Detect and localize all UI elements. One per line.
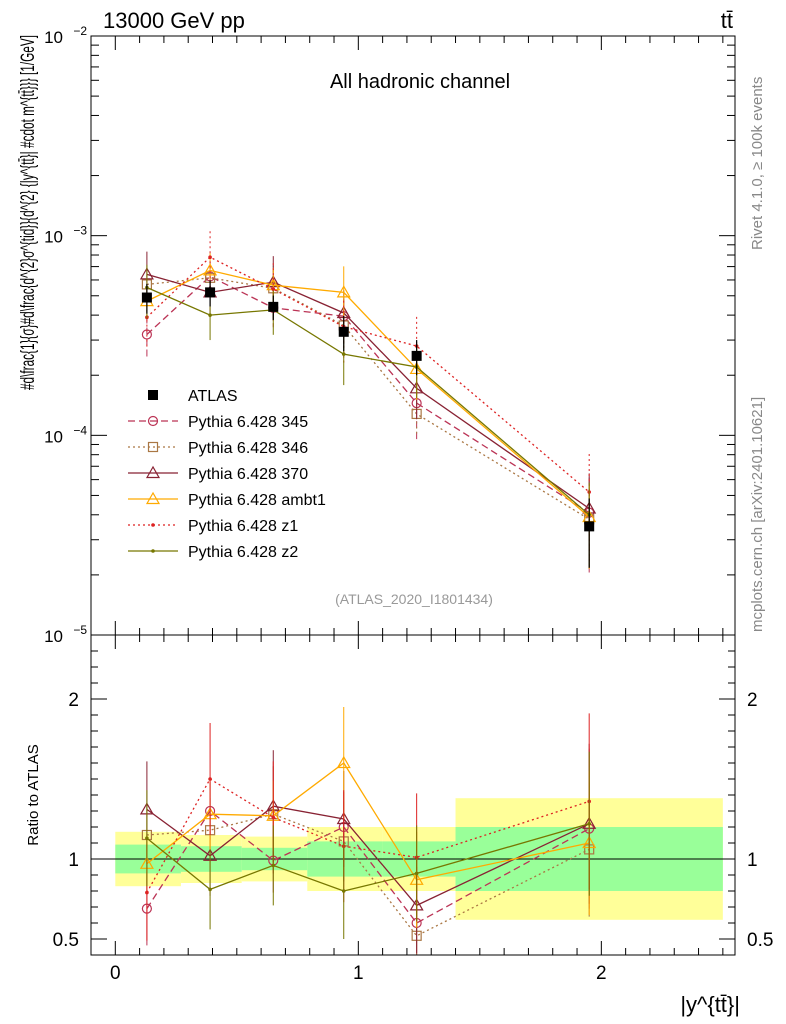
y-tick-exponent: −3 [73, 224, 87, 238]
ratio-tick-label: 2 [68, 690, 79, 711]
series-3-main-point [203, 263, 218, 276]
series-2-main-line [146, 273, 590, 510]
x-axis-label: |y^{tt̄}| [680, 992, 740, 1017]
mcplots-label: mcplots.cern.ch [arXiv:2401.10621] [749, 397, 766, 632]
y-tick-exponent: −4 [73, 423, 87, 437]
series-4-main-point [208, 255, 212, 260]
legend-label-0: Pythia 6.428 345 [188, 414, 308, 431]
atlas-data-point [338, 326, 349, 337]
series-5-main-point [208, 313, 212, 317]
atlas-data-point [205, 287, 216, 298]
series-5-ratio-point [271, 863, 276, 868]
series-0-ratio-line [146, 810, 590, 924]
y-tick-label: 10 [44, 228, 63, 247]
legend-label-2: Pythia 6.428 370 [188, 466, 308, 483]
energy-label: 13000 GeV pp [103, 8, 245, 33]
chart-title: All hadronic channel [330, 71, 510, 93]
ratio-tick-label: 0.5 [53, 930, 79, 951]
series-2-ratio-line [146, 805, 590, 907]
series-1-main-line [146, 277, 590, 520]
legend-atlas-label: ATLAS [188, 388, 238, 405]
x-tick-label: 1 [353, 963, 364, 984]
legend-label-5: Pythia 6.428 z2 [188, 544, 298, 561]
ratio-series-group [139, 707, 597, 955]
series-4-ratio-point [208, 777, 212, 781]
main-axes: 10 −5 10 −4 10 −3 10 −2 [44, 24, 735, 646]
ratio-axes: 0 1 2 0.5 0.5 1 1 2 2 [53, 634, 773, 984]
process-label: tt̄ [721, 8, 733, 33]
series-4-ratio-line [146, 778, 590, 893]
series-4-ratio-point [145, 890, 149, 895]
legend-atlas-marker [148, 390, 158, 400]
y-tick-label: 10 [44, 627, 63, 646]
ratio-tick-label-right: 1 [747, 850, 758, 871]
series-3-main-point [336, 285, 351, 298]
rivet-version-label: Rivet 4.1.0, ≥ 100k events [749, 77, 766, 250]
series-5-ratio-point [341, 889, 346, 893]
main-series-group [139, 231, 597, 573]
ratio-tick-label-right: 2 [747, 690, 758, 711]
series-3-ratio-point [336, 755, 351, 769]
legend-label-4: Pythia 6.428 z1 [188, 518, 298, 535]
series-3-ratio-line [146, 762, 590, 881]
series-4-main-line [146, 256, 590, 493]
analysis-id-label: (ATLAS_2020_I1801434) [335, 591, 493, 607]
legend-marker-4 [151, 523, 155, 527]
series-5-ratio-point [145, 836, 149, 840]
series-5-ratio-point [414, 871, 419, 876]
atlas-data-point [411, 350, 422, 361]
x-tick-label: 0 [110, 963, 121, 984]
ratio-tick-label-right: 0.5 [747, 930, 773, 951]
y-tick-label: 10 [44, 28, 63, 47]
series-5-main-line [146, 286, 590, 516]
legend: ATLAS Pythia 6.428 345 Pythia 6.428 346 Pyt… [128, 388, 326, 561]
series-5-ratio-point [587, 822, 591, 826]
ratio-tick-label: 1 [68, 850, 79, 871]
series-5-main-point [341, 352, 346, 356]
series-5-ratio-line [146, 823, 590, 892]
y-tick-exponent: −2 [73, 24, 87, 38]
y-axis-label: #d\frac{1}{σ}#d\frac{d^{2}σ^{tid}}{d^{2}… [18, 35, 39, 390]
x-tick-label: 2 [596, 963, 607, 984]
legend-marker-1 [147, 441, 159, 453]
legend-label-1: Pythia 6.428 346 [188, 440, 308, 457]
legend-marker-2 [145, 465, 161, 479]
y-tick-label: 10 [44, 427, 63, 446]
legend-marker-3 [145, 491, 161, 505]
legend-marker-0 [147, 415, 159, 427]
series-1-ratio-line [146, 813, 590, 937]
series-0-main-line [146, 275, 590, 514]
y-tick-exponent: −5 [73, 623, 87, 637]
series-5-ratio-point [208, 887, 212, 892]
atlas-data-point [584, 521, 595, 532]
atlas-data-point [268, 301, 279, 312]
atlas-data-point [141, 292, 152, 303]
ratio-y-axis-label: Ratio to ATLAS [25, 744, 42, 845]
series-3-main-line [146, 269, 590, 518]
series-4-ratio-point [271, 815, 276, 820]
series-4-main-point [271, 287, 276, 291]
legend-label-3: Pythia 6.428 ambt1 [188, 492, 326, 509]
legend-marker-5 [151, 549, 155, 553]
